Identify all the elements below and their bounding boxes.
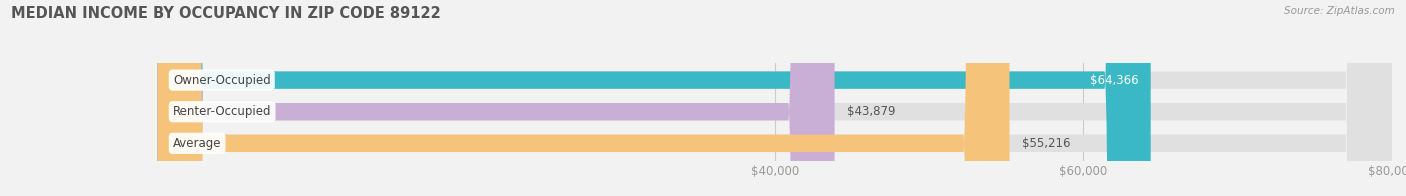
Text: $55,216: $55,216 [1022, 137, 1070, 150]
FancyBboxPatch shape [157, 0, 1392, 196]
Text: $43,879: $43,879 [846, 105, 896, 118]
Text: Source: ZipAtlas.com: Source: ZipAtlas.com [1284, 6, 1395, 16]
Text: MEDIAN INCOME BY OCCUPANCY IN ZIP CODE 89122: MEDIAN INCOME BY OCCUPANCY IN ZIP CODE 8… [11, 6, 441, 21]
Text: Average: Average [173, 137, 221, 150]
FancyBboxPatch shape [157, 0, 1392, 196]
FancyBboxPatch shape [157, 0, 835, 196]
FancyBboxPatch shape [157, 0, 1010, 196]
Text: Renter-Occupied: Renter-Occupied [173, 105, 271, 118]
Text: $64,366: $64,366 [1090, 74, 1139, 87]
Text: Owner-Occupied: Owner-Occupied [173, 74, 270, 87]
FancyBboxPatch shape [157, 0, 1392, 196]
FancyBboxPatch shape [157, 0, 1150, 196]
